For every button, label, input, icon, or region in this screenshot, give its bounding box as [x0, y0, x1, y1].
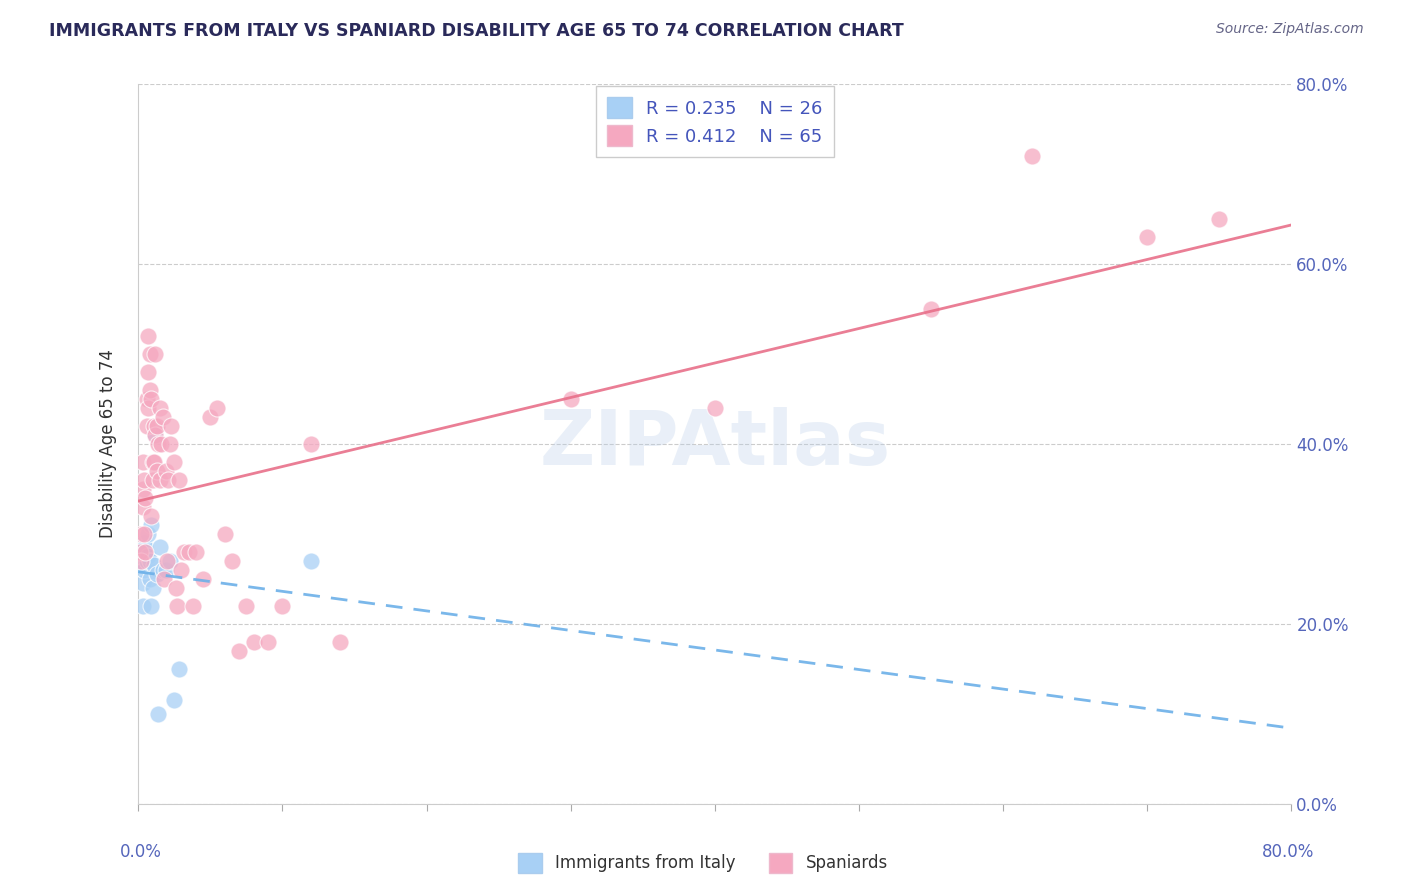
Point: [146, 419, 169, 434]
Point: [136, 549, 159, 564]
Point: [132, 473, 155, 487]
Point: [131, 482, 153, 496]
Point: [143, 419, 166, 434]
Point: [152, 563, 174, 577]
Point: [141, 392, 163, 406]
Point: [159, 437, 181, 451]
Point: [155, 563, 177, 577]
Text: IMMIGRANTS FROM ITALY VS SPANIARD DISABILITY AGE 65 TO 74 CORRELATION CHART: IMMIGRANTS FROM ITALY VS SPANIARD DISABI…: [49, 22, 904, 40]
Point: [184, 545, 207, 559]
Point: [131, 599, 153, 613]
Point: [138, 572, 160, 586]
Point: [134, 545, 156, 559]
Point: [166, 599, 188, 613]
Point: [136, 365, 159, 379]
Point: [156, 554, 179, 568]
Point: [134, 545, 156, 559]
Point: [1208, 212, 1230, 227]
Point: [165, 581, 187, 595]
Point: [271, 599, 294, 613]
Point: [145, 428, 167, 442]
Point: [1136, 230, 1159, 244]
Point: [131, 455, 153, 469]
Point: [141, 508, 163, 523]
Point: [131, 576, 153, 591]
Point: [134, 491, 156, 505]
Point: [1021, 149, 1043, 163]
Point: [136, 527, 159, 541]
Point: [145, 347, 167, 361]
Point: [138, 383, 160, 397]
Point: [141, 517, 163, 532]
Point: [153, 572, 176, 586]
Point: [142, 473, 165, 487]
Point: [155, 464, 177, 478]
Point: [152, 410, 174, 425]
Point: [136, 401, 159, 415]
Point: [142, 455, 165, 469]
Point: [299, 554, 322, 568]
Point: [150, 437, 173, 451]
Point: [135, 419, 157, 434]
Point: [207, 401, 229, 415]
Point: [235, 599, 257, 613]
Text: 80.0%: 80.0%: [1263, 843, 1315, 861]
Point: [703, 401, 725, 415]
Point: [163, 455, 186, 469]
Point: [143, 558, 166, 573]
Point: [146, 567, 169, 582]
Point: [135, 392, 157, 406]
Point: [141, 599, 163, 613]
Legend: R = 0.235    N = 26, R = 0.412    N = 65: R = 0.235 N = 26, R = 0.412 N = 65: [596, 87, 834, 157]
Point: [173, 545, 195, 559]
Text: ZIPAtlas: ZIPAtlas: [540, 407, 890, 481]
Point: [159, 554, 181, 568]
Point: [160, 419, 183, 434]
Point: [181, 599, 204, 613]
Point: [228, 644, 250, 658]
Point: [214, 527, 236, 541]
Point: [560, 392, 582, 406]
Point: [135, 554, 157, 568]
Point: [177, 545, 200, 559]
Point: [191, 572, 214, 586]
Point: [221, 554, 243, 568]
Y-axis label: Disability Age 65 to 74: Disability Age 65 to 74: [100, 350, 117, 539]
Point: [242, 634, 264, 648]
Legend: Immigrants from Italy, Spaniards: Immigrants from Italy, Spaniards: [512, 847, 894, 880]
Point: [128, 545, 150, 559]
Point: [257, 634, 280, 648]
Point: [148, 437, 170, 451]
Point: [129, 527, 152, 541]
Point: [149, 401, 172, 415]
Point: [132, 563, 155, 577]
Point: [138, 347, 160, 361]
Point: [200, 410, 222, 425]
Point: [134, 541, 156, 555]
Point: [163, 693, 186, 707]
Point: [138, 554, 160, 568]
Point: [149, 473, 172, 487]
Point: [131, 500, 153, 514]
Point: [132, 536, 155, 550]
Point: [149, 541, 172, 555]
Point: [146, 464, 169, 478]
Point: [132, 527, 155, 541]
Point: [143, 455, 166, 469]
Point: [129, 554, 152, 568]
Text: Source: ZipAtlas.com: Source: ZipAtlas.com: [1216, 22, 1364, 37]
Point: [136, 329, 159, 343]
Point: [299, 437, 322, 451]
Point: [170, 563, 193, 577]
Point: [167, 662, 190, 676]
Text: 0.0%: 0.0%: [120, 843, 162, 861]
Point: [142, 581, 165, 595]
Point: [148, 706, 170, 721]
Point: [157, 473, 180, 487]
Point: [167, 473, 190, 487]
Point: [920, 302, 942, 317]
Point: [145, 428, 167, 442]
Point: [329, 634, 352, 648]
Point: [128, 558, 150, 573]
